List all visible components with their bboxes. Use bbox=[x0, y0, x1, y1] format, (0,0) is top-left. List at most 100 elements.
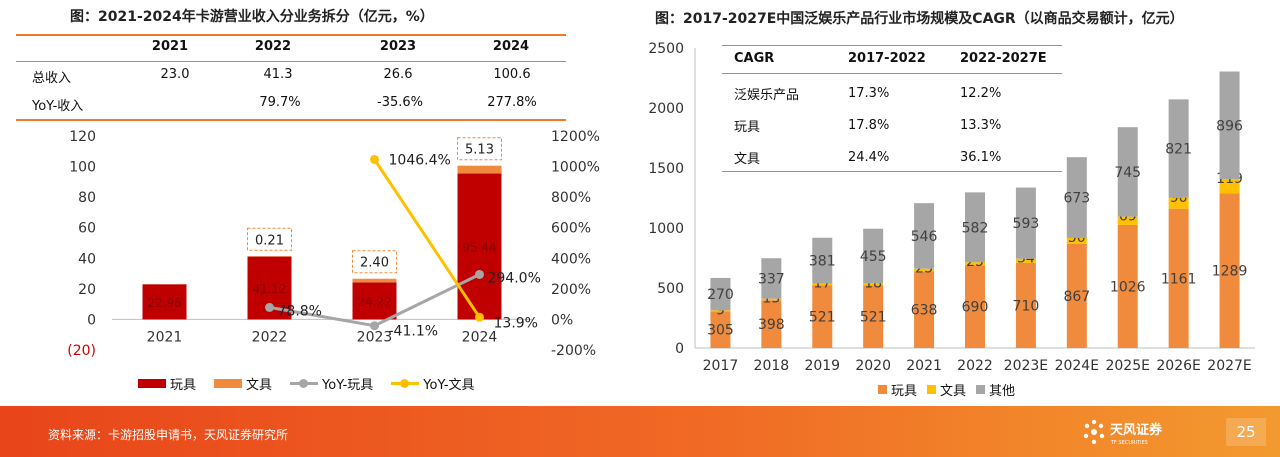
bar-label-toys: 22.96 bbox=[147, 296, 181, 310]
bar-segment-other bbox=[1117, 127, 1138, 217]
bar-value-label: 673 bbox=[1063, 191, 1090, 207]
bar-segment-stationery bbox=[1219, 179, 1240, 194]
cagr-header-period-1: 2017-2022 bbox=[848, 51, 926, 66]
legend-swatch bbox=[927, 385, 937, 394]
bar-segment-toys bbox=[965, 265, 985, 348]
legend-item-toys: 玩具 bbox=[878, 380, 917, 399]
x-tick-label: 2018 bbox=[754, 358, 790, 374]
bar-segment-other bbox=[812, 237, 833, 284]
bar-segment-toys bbox=[863, 285, 884, 348]
legend-swatch bbox=[138, 379, 166, 388]
y-tick-left: 60 bbox=[78, 221, 96, 237]
bar-value-label: 1026 bbox=[1110, 279, 1146, 295]
bar-value-label: 896 bbox=[1216, 118, 1243, 134]
y-tick-left: (20) bbox=[67, 343, 96, 359]
bar-value-label: 381 bbox=[809, 254, 836, 270]
footer-bar: 资料来源：卡游招股申请书，天风证券研究所 天风证券 TF SECURITIES … bbox=[0, 406, 1280, 457]
line-label-yoy-toys: 294.0% bbox=[488, 270, 541, 286]
line-label-yoy-toys: 78.8% bbox=[278, 303, 322, 319]
point-yoy-stationery bbox=[370, 154, 379, 164]
left-table-cell: 100.6 bbox=[493, 67, 531, 82]
x-tick-label: 2026E bbox=[1156, 358, 1200, 374]
bar-segment-stationery bbox=[914, 268, 935, 272]
bar-segment-other bbox=[863, 228, 884, 284]
logo-subtext: TF SECURITIES bbox=[1110, 440, 1148, 446]
legend-item-yoy-toys: YoY-玩具 bbox=[290, 374, 373, 393]
x-tick-label: 2023E bbox=[1004, 358, 1048, 374]
left-table-cell: -35.6% bbox=[377, 95, 423, 110]
cagr-table-bottom-rule bbox=[722, 171, 1062, 172]
y-tick: 1000 bbox=[648, 221, 684, 237]
y-tick-left: 100 bbox=[69, 160, 96, 176]
bar-segment-toys bbox=[914, 271, 935, 348]
y-tick-right: 200% bbox=[551, 282, 591, 298]
cagr-row-label: 泛娱乐产品 bbox=[734, 88, 800, 103]
y-tick: 500 bbox=[657, 281, 684, 297]
x-tick-label: 2020 bbox=[855, 358, 891, 374]
cagr-table-top-rule bbox=[722, 45, 1062, 46]
x-tick-label: 2021 bbox=[906, 358, 942, 374]
left-chart-title: 图：2021-2024年卡游营业收入分业务拆分（亿元，%） bbox=[70, 9, 434, 25]
bar-stationery bbox=[457, 165, 502, 174]
logo-text: 天风证券 bbox=[1110, 422, 1163, 438]
line-yoy-stationery bbox=[373, 158, 481, 319]
legend-line-swatch bbox=[290, 379, 319, 388]
left-table-top-rule bbox=[16, 34, 566, 36]
bar-label-stationery: 5.13 bbox=[465, 143, 494, 158]
bar-value-label: 745 bbox=[1114, 165, 1141, 181]
y-tick: 2000 bbox=[648, 101, 684, 117]
cagr-row-label: 文具 bbox=[734, 152, 761, 167]
bar-segment-toys bbox=[1117, 224, 1138, 348]
y-tick-right: 0% bbox=[551, 312, 573, 328]
x-tick-label: 2022 bbox=[252, 329, 288, 345]
cagr-cell: 13.3% bbox=[960, 118, 1002, 133]
left-table-header-2022: 2022 bbox=[254, 39, 292, 54]
legend-swatch bbox=[214, 379, 243, 388]
x-tick-label: 2027E bbox=[1207, 358, 1251, 374]
bar-segment-toys bbox=[761, 300, 782, 348]
bar-segment-other bbox=[710, 277, 731, 311]
bar-value-label: 593 bbox=[1013, 216, 1040, 232]
legend-item-yoy-stationery: YoY-文具 bbox=[391, 374, 475, 393]
left-table-cell: 23.0 bbox=[160, 67, 190, 82]
bar-segment-other bbox=[1015, 187, 1036, 259]
y-tick-left: 40 bbox=[78, 251, 96, 267]
point-yoy-toys bbox=[370, 321, 379, 331]
x-tick-label: 2022 bbox=[957, 358, 993, 374]
cagr-row-label: 玩具 bbox=[734, 120, 761, 135]
bar-segment-other bbox=[965, 192, 985, 263]
bar-value-label: 337 bbox=[758, 271, 785, 287]
bar-label-toys: 95.44 bbox=[462, 240, 496, 254]
legend-item-stationery: 文具 bbox=[214, 374, 272, 393]
left-table-cell: 79.7% bbox=[259, 95, 301, 110]
y-tick-right: 800% bbox=[551, 190, 591, 206]
legend-swatch bbox=[878, 385, 887, 394]
bar-stationery bbox=[352, 278, 397, 283]
bar-value-label: 638 bbox=[911, 303, 938, 319]
bar-segment-toys bbox=[1219, 193, 1240, 348]
source-note: 资料来源：卡游招股申请书，天风证券研究所 bbox=[48, 428, 289, 442]
left-combo-chart: 120 100 80 60 40 20 0 (20) 1200% 1000% 800% 600% 400… bbox=[67, 129, 600, 359]
right-chart-title: 图：2017-2027E中国泛娱乐产品行业市场规模及CAGR（以商品交易额计，亿… bbox=[655, 11, 1184, 27]
bar-label-box-stationery bbox=[247, 227, 292, 251]
bar-segment-other bbox=[761, 258, 782, 299]
bar-segment-other bbox=[914, 203, 935, 269]
legend-label: 玩具 bbox=[891, 384, 918, 399]
left-table-row-label: 总收入 bbox=[32, 71, 72, 86]
company-logo: 天风证券 TF SECURITIES bbox=[1082, 418, 1202, 448]
bar-value-label: 305 bbox=[707, 323, 734, 339]
y-tick-right: -200% bbox=[551, 343, 596, 359]
point-yoy-toys bbox=[475, 269, 484, 279]
line-label-yoy-stationery: 13.9% bbox=[494, 315, 538, 331]
left-table-header-2024: 2024 bbox=[492, 39, 530, 54]
cagr-header-rule bbox=[722, 73, 1062, 74]
y-tick-left: 80 bbox=[78, 190, 96, 206]
bar-segment-toys bbox=[812, 285, 833, 348]
cagr-header-label: CAGR bbox=[734, 51, 775, 66]
bar-label-stationery: 2.40 bbox=[360, 256, 389, 271]
x-tick-label: 2017 bbox=[703, 358, 739, 374]
bar-segment-stationery bbox=[1015, 258, 1036, 263]
y-tick-left: 0 bbox=[87, 312, 96, 328]
logo-mark-icon: 天风证券 TF SECURITIES bbox=[1083, 419, 1163, 446]
bar-segment-stationery bbox=[1117, 216, 1138, 225]
